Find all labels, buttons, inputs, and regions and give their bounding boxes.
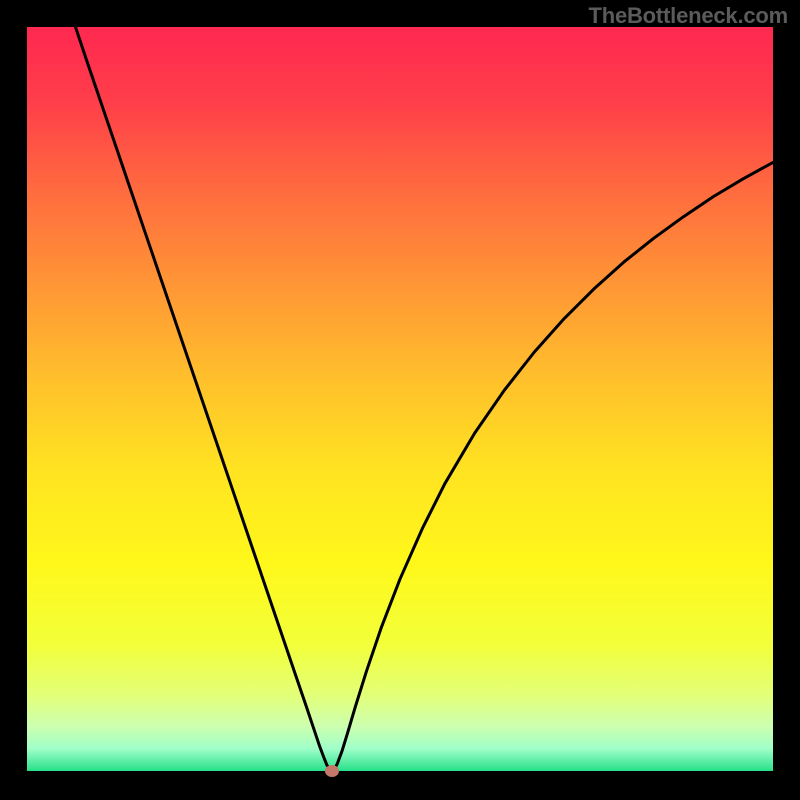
minimum-point-marker: [325, 765, 339, 777]
watermark-text: TheBottleneck.com: [588, 3, 788, 29]
curve-layer: [0, 0, 800, 800]
chart-frame: TheBottleneck.com: [0, 0, 800, 800]
bottleneck-curve: [75, 27, 773, 771]
